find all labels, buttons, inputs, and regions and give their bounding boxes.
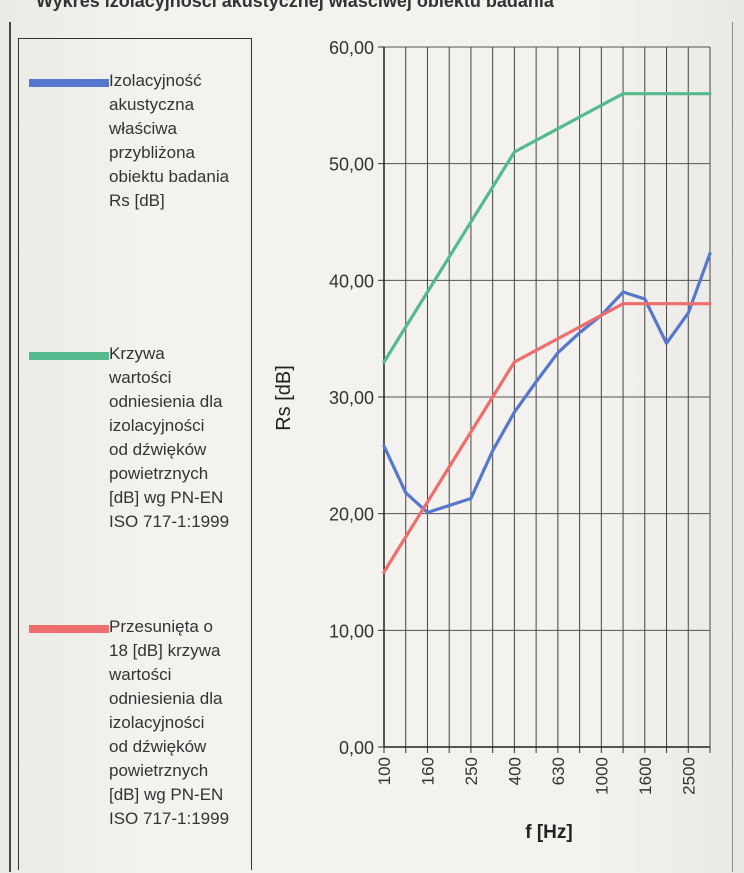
series-line-2 xyxy=(382,302,712,574)
y-tick-label: 0,00 xyxy=(339,738,374,758)
x-tick-label: 250 xyxy=(462,757,481,785)
x-tick-label: 400 xyxy=(505,757,524,785)
figure-frame xyxy=(9,22,733,872)
x-tick-label: 1600 xyxy=(636,757,655,795)
axes xyxy=(378,46,711,753)
y-tick-label: 50,00 xyxy=(329,155,374,175)
legend-label-measured: Izolacyjność akustyczna właściwa przybli… xyxy=(109,71,230,210)
tick-labels: 0,00 10,00 20,00 30,00 40,00 50,00 60,00 100 160… xyxy=(329,38,698,795)
x-tick-label: 630 xyxy=(549,757,568,785)
y-tick-label: 10,00 xyxy=(329,621,374,641)
x-tick-label: 1000 xyxy=(592,757,611,795)
x-tick-label: 100 xyxy=(375,757,394,785)
page-title: Wykres izolacyjności akustycznej właściw… xyxy=(36,0,554,11)
x-tick-label: 2500 xyxy=(679,757,698,795)
legend-swatch-measured xyxy=(29,79,109,87)
y-axis-label: Rs [dB] xyxy=(273,365,295,431)
y-tick-label: 40,00 xyxy=(329,271,374,291)
y-tick-label: 30,00 xyxy=(329,388,374,408)
legend-label-shifted: Przesunięta o 18 [dB] krzywa wartości od… xyxy=(109,617,230,828)
x-tick-label: 160 xyxy=(418,757,437,785)
legend-label-reference: Krzywa wartości odniesienia dla izolacyj… xyxy=(109,344,230,531)
x-axis-label: f [Hz] xyxy=(525,822,572,843)
rs-frequency-chart: 0,00 10,00 20,00 30,00 40,00 50,00 60,00 100 160… xyxy=(273,38,712,843)
chart-legend: Izolacyjność akustyczna właściwa przybli… xyxy=(18,38,252,870)
legend-swatch-reference xyxy=(29,352,109,360)
series-line-0 xyxy=(382,251,712,515)
grid-lines xyxy=(383,46,711,748)
legend-swatch-shifted xyxy=(29,625,109,633)
y-tick-label: 20,00 xyxy=(329,505,374,525)
series-line-1 xyxy=(382,92,712,364)
y-tick-label: 60,00 xyxy=(329,38,374,58)
data-series xyxy=(382,92,712,574)
